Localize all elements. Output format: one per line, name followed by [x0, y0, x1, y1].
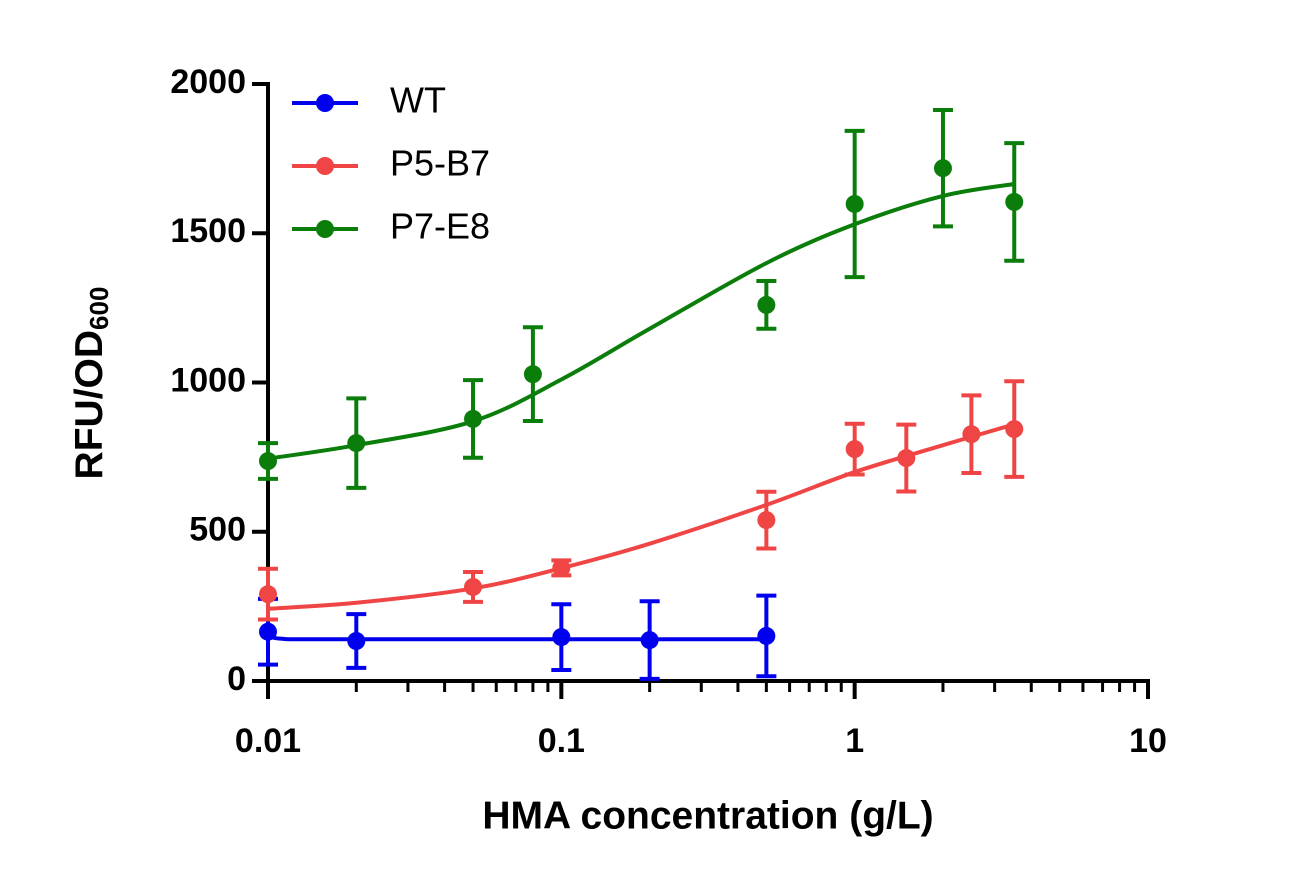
data-point	[347, 632, 366, 651]
data-point	[897, 449, 916, 468]
data-point	[757, 295, 776, 314]
data-point	[523, 365, 542, 384]
data-point	[259, 622, 277, 641]
data-point	[1005, 420, 1024, 439]
data-point	[845, 440, 864, 459]
y-tick-label: 1000	[170, 361, 246, 399]
y-tick-label: 0	[227, 660, 246, 698]
x-tick-label: 0.1	[538, 722, 585, 760]
data-point	[933, 159, 952, 178]
data-point	[347, 434, 366, 453]
fit-curve	[266, 631, 767, 642]
y-axis-label: RFU/OD600	[68, 287, 114, 480]
data-point	[845, 194, 864, 213]
data-point	[259, 452, 277, 471]
legend-marker	[316, 220, 334, 238]
fit-curve	[267, 182, 1015, 461]
data-point	[1005, 192, 1024, 211]
legend-label: P7-E8	[390, 206, 490, 247]
data-point	[757, 511, 776, 530]
data-point	[962, 425, 981, 444]
legend-label: P5-B7	[390, 143, 490, 184]
data-point	[464, 409, 483, 428]
x-tick-label: 10	[1129, 722, 1167, 760]
data-point	[464, 577, 483, 596]
data-point	[640, 631, 659, 650]
x-tick-label: 0.01	[235, 722, 301, 760]
legend-marker	[316, 157, 334, 175]
y-tick-label: 1500	[170, 212, 246, 250]
data-point	[552, 558, 571, 577]
y-tick-label: 2000	[170, 63, 246, 101]
data-point	[552, 628, 571, 647]
y-axis-label-subscript: 600	[84, 287, 114, 330]
legend-marker	[316, 94, 334, 112]
y-axis-label-main: RFU/OD	[68, 330, 111, 480]
x-tick-label: 1	[845, 722, 864, 760]
data-point	[757, 626, 776, 645]
x-axis-label: HMA concentration (g/L)	[482, 794, 933, 837]
data-point	[259, 585, 277, 604]
legend-label: WT	[390, 80, 446, 121]
y-tick-label: 500	[189, 511, 246, 549]
